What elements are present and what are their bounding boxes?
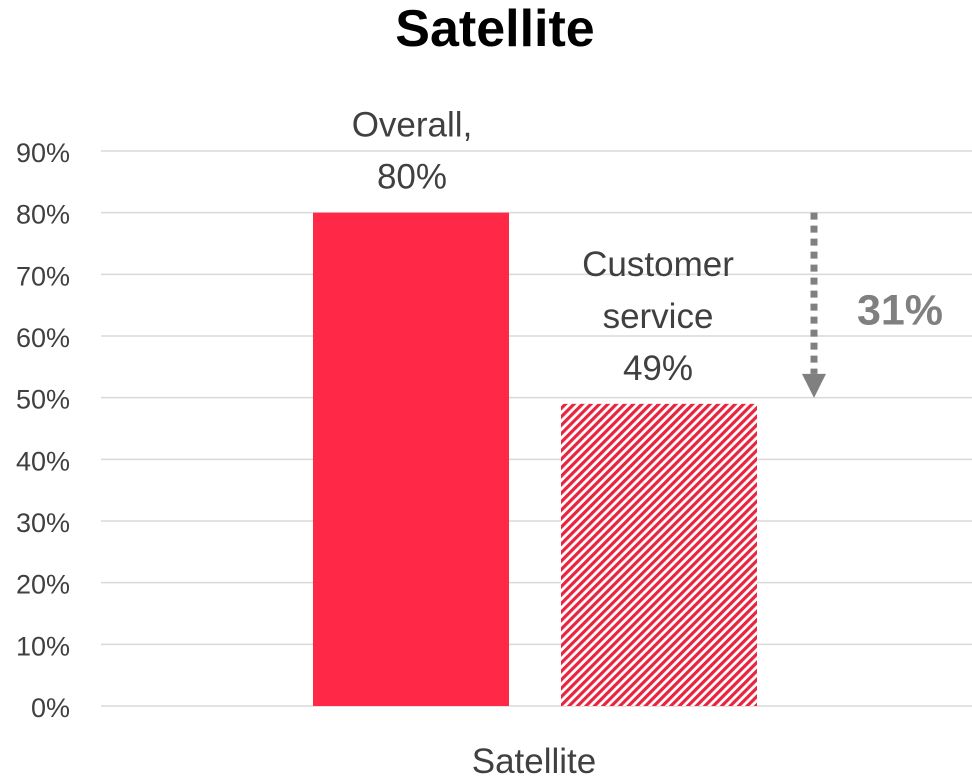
y-axis-tick-labels: 0% 10% 20% 30% 40% 50% 60% 70% 80% 90% [16,138,70,723]
data-label-line: Overall, [352,106,473,145]
annotation-difference-label: 31% [857,286,943,334]
bar-overall [313,212,509,706]
y-tick-label: 10% [16,631,70,661]
difference-annotation: 31% [802,212,943,398]
data-label-line: Customer [582,245,734,284]
chart-title: Satellite [395,0,594,58]
data-label-overall: Overall, 80% [352,106,473,197]
gridlines [101,150,972,707]
bars [313,212,757,706]
y-tick-label: 70% [16,261,70,291]
y-tick-label: 50% [16,385,70,415]
bar-customer-service [561,403,757,706]
annotation-arrow-head [802,373,826,398]
data-label-line: 49% [623,349,693,388]
y-tick-label: 40% [16,446,70,476]
y-tick-label: 20% [16,570,70,600]
data-label-line: service [603,297,714,336]
y-tick-label: 30% [16,508,70,538]
bar-data-labels: Overall, 80% Customer service 49% [352,106,734,388]
y-tick-label: 60% [16,323,70,353]
y-tick-label: 90% [16,138,70,168]
data-label-customer-service: Customer service 49% [582,245,734,388]
y-tick-label: 80% [16,200,70,230]
data-label-line: 80% [377,158,447,197]
y-tick-label: 0% [31,693,70,723]
x-axis-category-label: Satellite [472,742,597,779]
